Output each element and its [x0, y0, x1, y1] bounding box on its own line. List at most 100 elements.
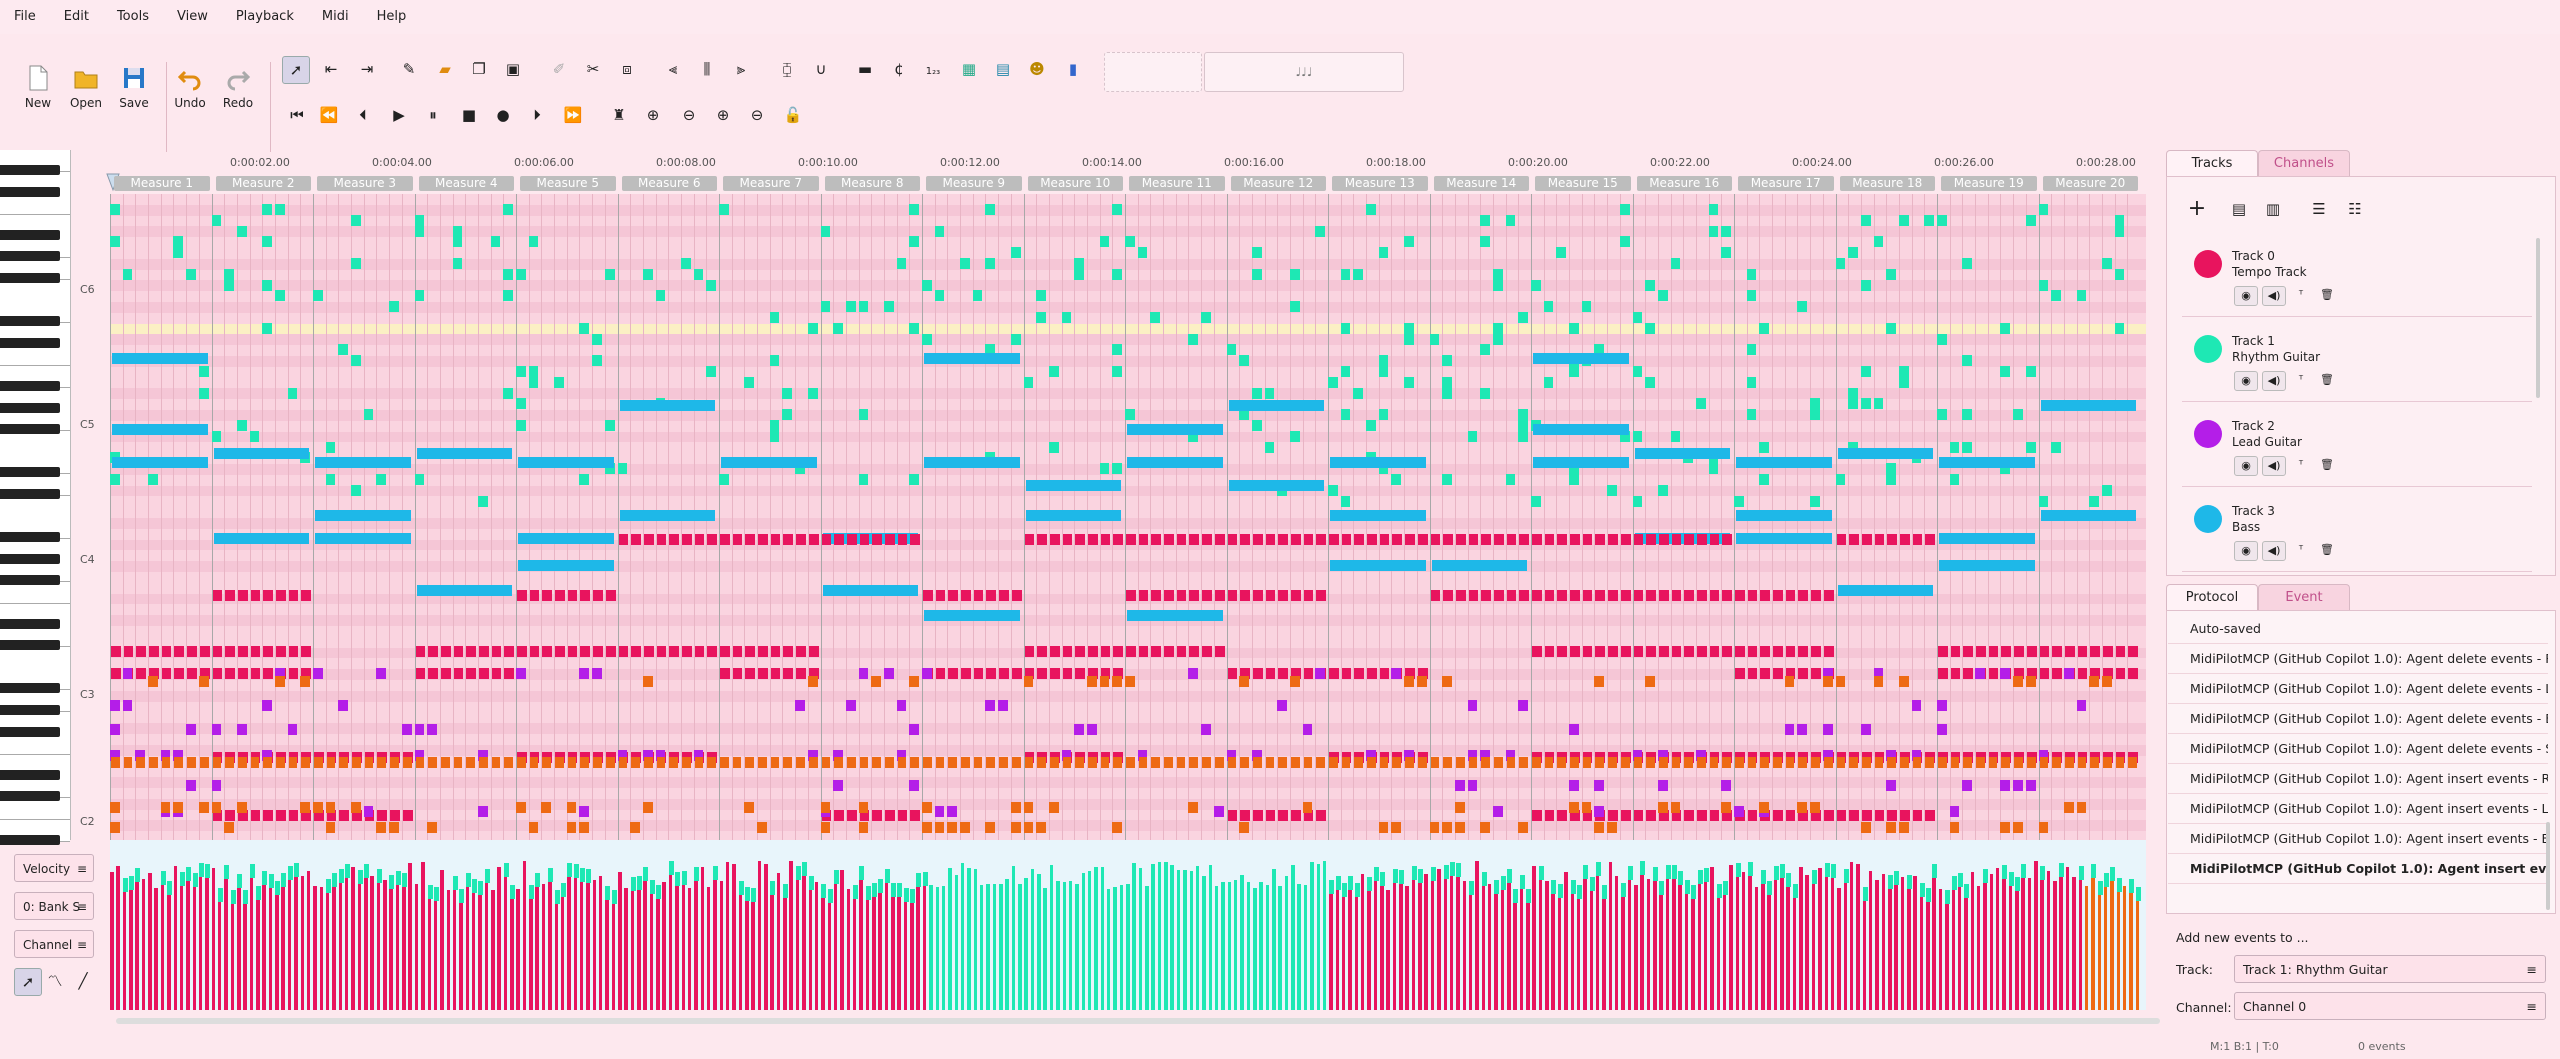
midi-note[interactable] — [1886, 268, 1896, 280]
midi-note[interactable] — [402, 757, 412, 768]
velocity-bar[interactable] — [2021, 864, 2027, 878]
velocity-bar[interactable] — [1792, 884, 1798, 898]
midi-note[interactable] — [1670, 258, 1681, 269]
midi-note[interactable] — [1188, 333, 1199, 345]
midi-note[interactable] — [1557, 810, 1568, 821]
midi-note[interactable] — [1431, 560, 1527, 571]
velocity-bar[interactable] — [1056, 881, 1060, 1010]
velocity-bar[interactable] — [325, 879, 330, 1010]
velocity-bar[interactable] — [1418, 869, 1424, 883]
velocity-bar[interactable] — [1900, 877, 1905, 1010]
midi-note[interactable] — [566, 802, 577, 813]
midi-note[interactable] — [1708, 225, 1719, 237]
midi-note[interactable] — [301, 590, 311, 601]
velocity-bar[interactable] — [408, 863, 412, 1010]
midi-note[interactable] — [642, 676, 653, 687]
velocity-bar[interactable] — [535, 873, 541, 887]
measure-header[interactable]: Measure 18 — [1839, 176, 1935, 191]
velocity-bar[interactable] — [1602, 885, 1606, 1010]
velocity-bar[interactable] — [516, 889, 520, 1010]
velocity-bar[interactable] — [497, 867, 501, 1010]
midi-note[interactable] — [2038, 822, 2049, 833]
midi-note[interactable] — [985, 822, 996, 833]
midi-note[interactable] — [1176, 590, 1187, 601]
midi-note[interactable] — [173, 247, 184, 259]
midi-note[interactable] — [1811, 646, 1821, 657]
midi-note[interactable] — [1633, 646, 1644, 657]
midi-note[interactable] — [1835, 676, 1846, 687]
midi-note[interactable] — [1228, 400, 1324, 411]
velocity-bar[interactable] — [1030, 869, 1035, 1010]
midi-note[interactable] — [2000, 822, 2011, 833]
midi-note[interactable] — [1405, 668, 1415, 679]
midi-note[interactable] — [618, 534, 629, 545]
velocity-bar[interactable] — [656, 885, 662, 899]
velocity-bar[interactable] — [1691, 885, 1697, 899]
midi-note[interactable] — [1735, 668, 1745, 679]
midi-note[interactable] — [2000, 668, 2011, 679]
midi-note[interactable] — [1506, 590, 1517, 601]
midi-note[interactable] — [1721, 802, 1731, 813]
midi-note[interactable] — [1189, 757, 1199, 768]
measure-header[interactable]: Measure 15 — [1535, 176, 1631, 191]
midi-note[interactable] — [1125, 409, 1135, 421]
horizontal-scrollbar[interactable] — [116, 1018, 2160, 1024]
velocity-bar[interactable] — [1176, 870, 1181, 1010]
velocity-bar[interactable] — [757, 861, 762, 1010]
velocity-bar[interactable] — [1748, 862, 1752, 1010]
midi-note[interactable] — [630, 822, 640, 833]
piano-black-key[interactable] — [0, 229, 60, 240]
velocity-bar[interactable] — [789, 861, 793, 1010]
velocity-bar[interactable] — [135, 868, 141, 882]
midi-note[interactable] — [1100, 534, 1111, 545]
midi-note[interactable] — [516, 398, 526, 410]
velocity-bar[interactable] — [1659, 881, 1663, 1010]
midi-note[interactable] — [923, 757, 932, 768]
midi-note[interactable] — [1671, 810, 1682, 821]
velocity-bar[interactable] — [1964, 884, 1968, 1010]
midi-note[interactable] — [542, 646, 553, 657]
midi-note[interactable] — [2052, 757, 2061, 768]
midi-note[interactable] — [834, 810, 844, 821]
midi-note[interactable] — [846, 757, 856, 768]
midi-note[interactable] — [884, 534, 895, 545]
midi-note[interactable] — [1798, 757, 1808, 768]
midi-note[interactable] — [477, 806, 488, 817]
midi-note[interactable] — [2090, 757, 2099, 768]
velocity-bar[interactable] — [275, 881, 279, 1010]
midi-note[interactable] — [720, 646, 730, 657]
midi-note[interactable] — [973, 668, 984, 679]
midi-note[interactable] — [1505, 474, 1516, 485]
velocity-bar[interactable] — [179, 872, 185, 886]
midi-note[interactable] — [1367, 534, 1377, 545]
midi-note[interactable] — [1594, 822, 1605, 833]
velocity-bar[interactable] — [452, 876, 458, 890]
midi-note[interactable] — [592, 355, 602, 367]
midi-note[interactable] — [721, 457, 817, 468]
velocity-bar[interactable] — [1481, 872, 1487, 886]
midi-note[interactable] — [212, 810, 223, 821]
midi-note[interactable] — [1341, 668, 1352, 679]
midi-note[interactable] — [2039, 668, 2050, 679]
velocity-bar[interactable] — [960, 863, 965, 1010]
velocity-bar[interactable] — [1862, 887, 1868, 901]
midi-note[interactable] — [1127, 424, 1223, 435]
velocity-bar[interactable] — [1773, 866, 1779, 880]
velocity-bar[interactable] — [560, 883, 565, 1010]
paste-button[interactable]: ▣ — [500, 56, 526, 82]
midi-note[interactable] — [807, 387, 818, 399]
magnet-button[interactable]: ∪ — [808, 56, 834, 82]
midi-note[interactable] — [961, 757, 970, 768]
midi-note[interactable] — [1684, 646, 1694, 657]
midi-note[interactable] — [2089, 676, 2099, 687]
midi-note[interactable] — [389, 301, 399, 313]
velocity-bar[interactable] — [1608, 862, 1613, 1010]
midi-note[interactable] — [1937, 700, 1947, 711]
midi-note[interactable] — [2013, 409, 2023, 421]
midi-note[interactable] — [1455, 590, 1466, 601]
midi-note[interactable] — [1760, 668, 1771, 679]
midi-note[interactable] — [681, 534, 692, 545]
midi-note[interactable] — [910, 757, 919, 768]
piano-black-key[interactable] — [0, 640, 60, 651]
midi-note[interactable] — [758, 646, 768, 657]
